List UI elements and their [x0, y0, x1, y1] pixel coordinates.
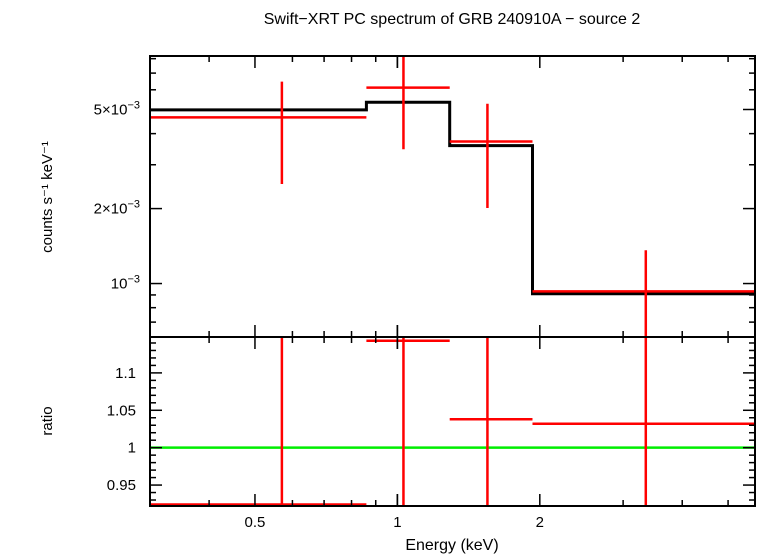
- ratio-y-tick-label: 1.05: [107, 402, 136, 419]
- ratio-data-point: [150, 337, 367, 506]
- ratio-y-tick-label: 0.95: [107, 477, 136, 494]
- y-tick-label: 2×10−3: [94, 199, 140, 218]
- x-axis-label: Energy (keV): [405, 537, 498, 554]
- y-tick-label: 10−3: [111, 274, 140, 293]
- ratio-panel: 0.5 1 2 0.95 1 1.05 1.1 ratio: [39, 336, 756, 531]
- spectrum-data-point: [366, 56, 450, 150]
- ratio-y-tick-label: 1: [128, 440, 136, 457]
- ratio-data-point: [449, 337, 533, 506]
- ratio-y-tick-label: 1.1: [115, 365, 136, 382]
- chart-title: Swift−XRT PC spectrum of GRB 240910A − s…: [264, 11, 641, 28]
- spectrum-data-point: [150, 81, 367, 185]
- spectrum-panel: 5×10−3 2×10−3 10−3 counts s⁻¹ keV⁻¹: [39, 55, 756, 338]
- ratio-y-axis-label: ratio: [39, 406, 56, 435]
- ratio-data-point: [532, 337, 755, 506]
- x-tick-label: 1: [393, 514, 401, 531]
- y-tick-label: 5×10−3: [94, 99, 140, 118]
- ratio-data-point: [366, 337, 450, 506]
- spectrum-y-axis-label: counts s⁻¹ keV⁻¹: [39, 141, 56, 253]
- model-step-line: [150, 100, 755, 296]
- ratio-frame: [149, 336, 756, 507]
- spectrum-data-point: [532, 250, 755, 337]
- x-tick-label: 2: [536, 514, 544, 531]
- x-tick-label: 0.5: [245, 514, 266, 531]
- spectrum-data-point: [449, 103, 533, 209]
